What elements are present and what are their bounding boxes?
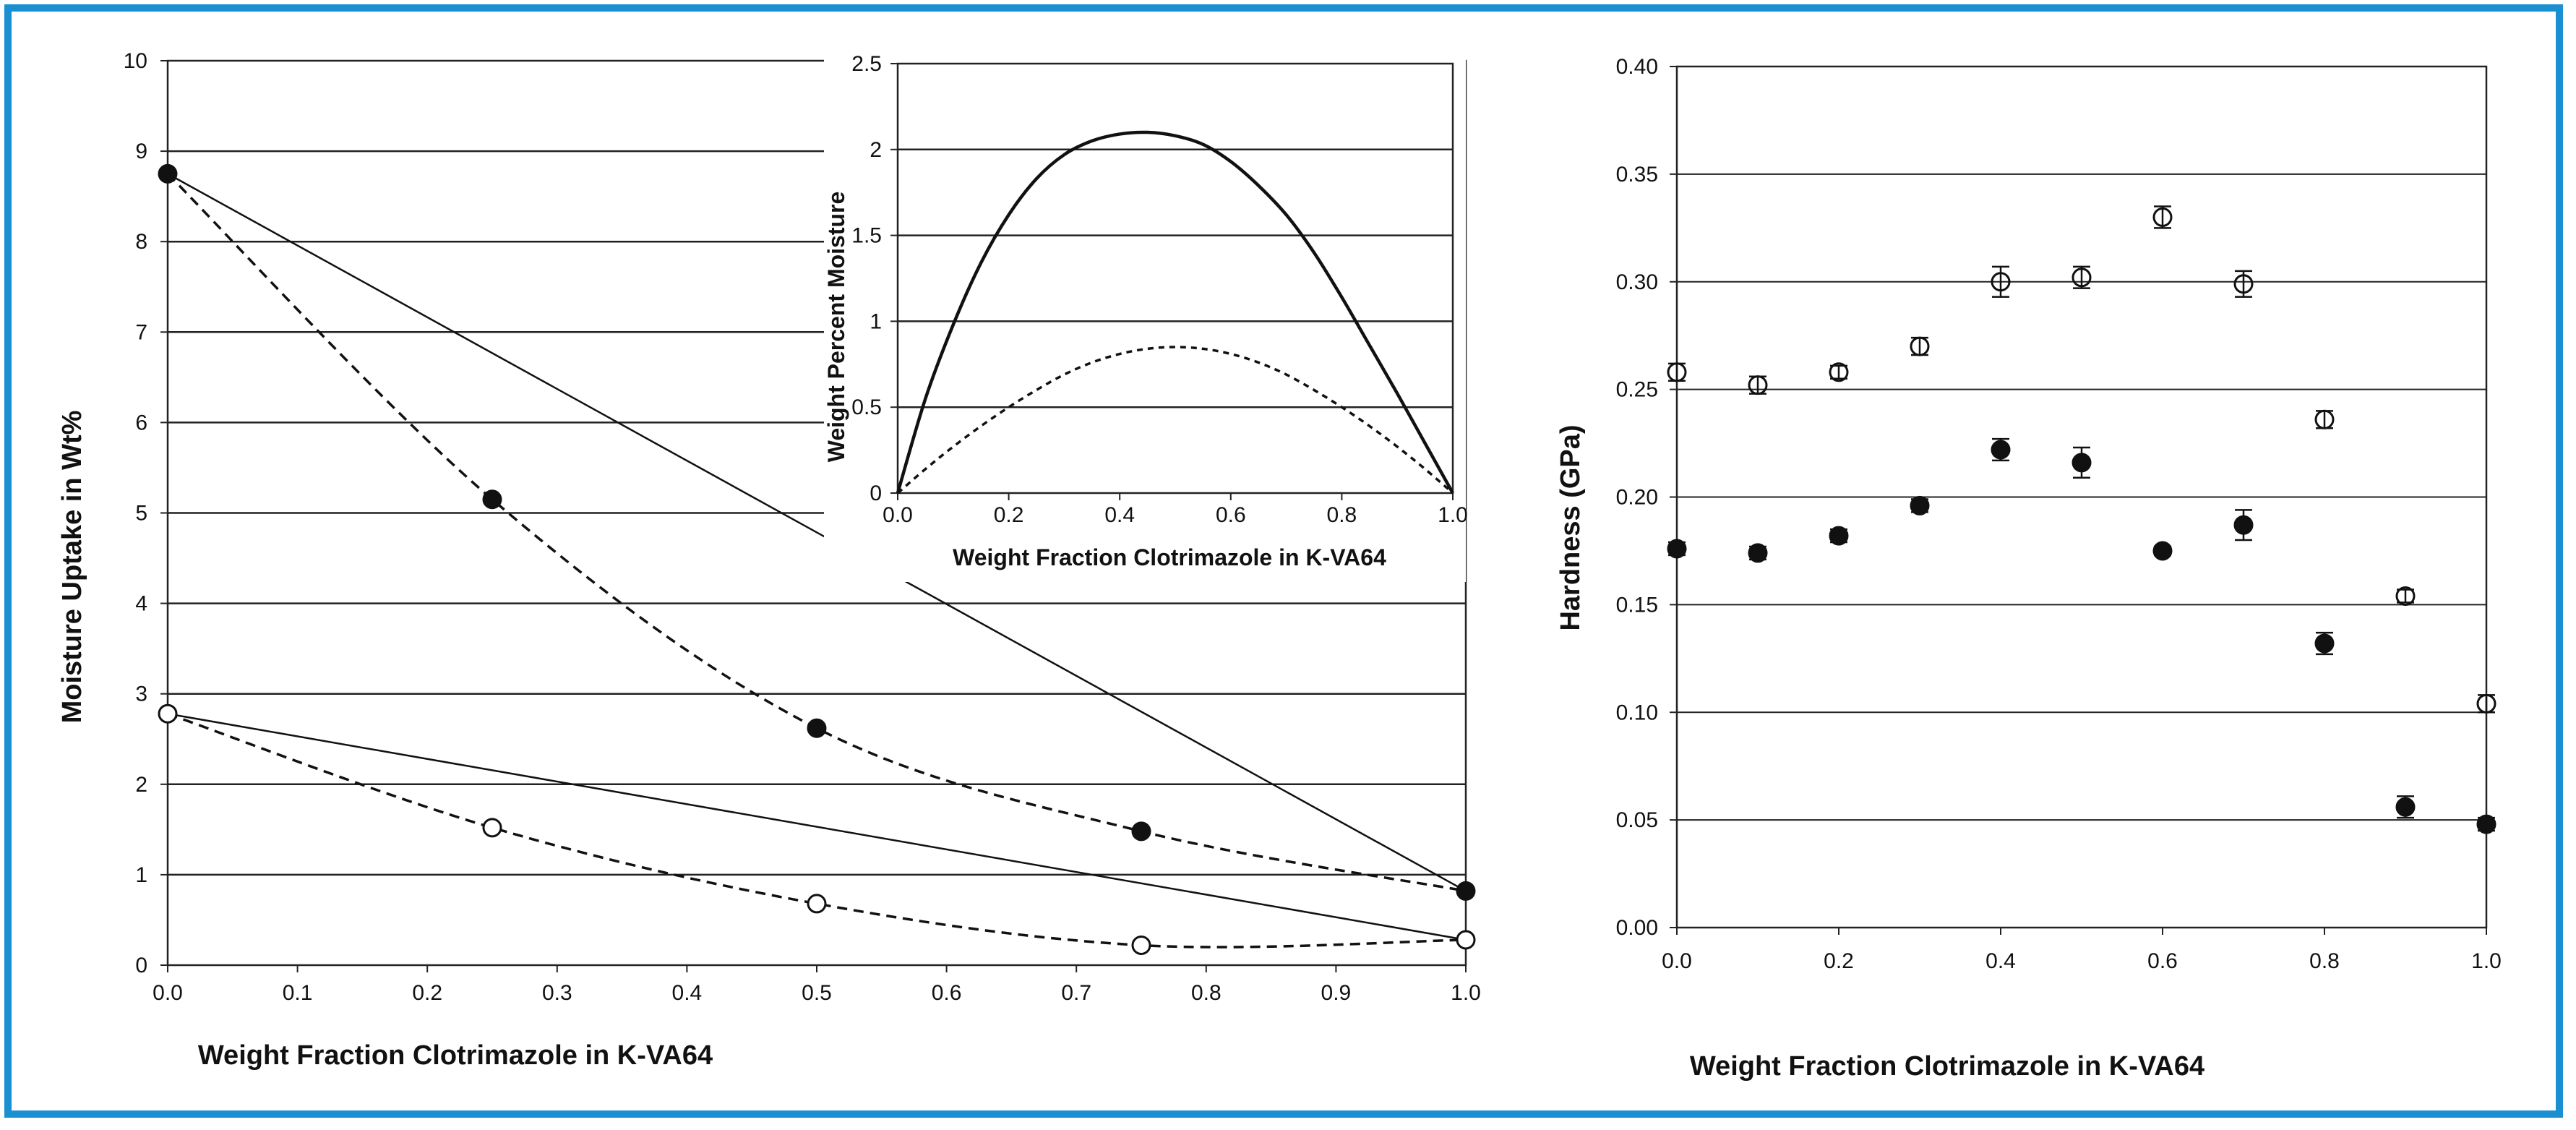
open-point bbox=[1131, 935, 1151, 955]
plot-frame bbox=[1675, 65, 2488, 929]
open-point bbox=[2152, 207, 2173, 227]
filled-point bbox=[1667, 539, 1687, 559]
filled-point bbox=[807, 718, 827, 738]
x-tick-label: 0.4 bbox=[1985, 949, 2016, 973]
x-tick-label: 0.4 bbox=[1104, 503, 1135, 527]
y-tick-label: 0.30 bbox=[1616, 270, 1658, 294]
x-tick-label: 0.2 bbox=[412, 981, 442, 1005]
open-point bbox=[2314, 409, 2335, 429]
y-tick-label: 2 bbox=[135, 773, 147, 797]
filled-point bbox=[2071, 453, 2092, 473]
x-tick-label: 0.2 bbox=[1824, 949, 1854, 973]
x-tick-label: 1.0 bbox=[2471, 949, 2502, 973]
open-point bbox=[482, 818, 502, 838]
filled-point bbox=[2314, 633, 2335, 654]
y-tick-label: 0.25 bbox=[1616, 378, 1658, 402]
filled-point bbox=[2476, 814, 2496, 834]
open-fit-curve bbox=[167, 712, 1467, 949]
filled-point bbox=[482, 489, 502, 510]
filled-point bbox=[1991, 440, 2011, 460]
open-point bbox=[1748, 375, 1768, 395]
x-tick-label: 0.5 bbox=[802, 981, 832, 1005]
y-tick-label: 0.40 bbox=[1616, 55, 1658, 79]
dotted-curve bbox=[896, 346, 1454, 495]
hardness-x-axis-title: Weight Fraction Clotrimazole in K-VA64 bbox=[1690, 1051, 2204, 1082]
x-tick-label: 0.7 bbox=[1061, 981, 1091, 1005]
y-tick-label: 0.35 bbox=[1616, 163, 1658, 187]
ideal-filled-line bbox=[167, 173, 1467, 892]
y-tick-label: 4 bbox=[135, 592, 147, 616]
open-point bbox=[1829, 362, 1849, 382]
y-tick-label: 0.5 bbox=[851, 395, 882, 419]
filled-point bbox=[1131, 821, 1151, 842]
x-tick-label: 0.8 bbox=[1191, 981, 1222, 1005]
x-tick-label: 1.0 bbox=[1438, 503, 1468, 527]
plot-frame bbox=[896, 62, 1454, 495]
filled-point bbox=[1829, 526, 1849, 546]
moisture-inset-chart: 0 0.5 1 1.5 2 2.5 0.0 0.2 0.4 0.6 0.8 1.0 bbox=[824, 51, 1468, 582]
x-tick-label: 0.6 bbox=[2147, 949, 2178, 973]
x-tick-label: 0.0 bbox=[1662, 949, 1692, 973]
y-tick-label: 3 bbox=[135, 682, 147, 706]
filled-point bbox=[158, 163, 178, 184]
filled-fit-curve bbox=[166, 173, 1467, 893]
y-tick-label: 7 bbox=[135, 320, 147, 344]
y-tick-label: 2 bbox=[870, 138, 882, 162]
y-tick-label: 2.5 bbox=[851, 52, 882, 76]
x-tick-label: 0.6 bbox=[932, 981, 962, 1005]
hardness-y-axis-title: Hardness (GPa) bbox=[1555, 424, 1586, 630]
y-tick-label: 0 bbox=[135, 954, 147, 977]
x-tick-label: 0.4 bbox=[672, 981, 703, 1005]
x-tick-label: 0.1 bbox=[283, 981, 313, 1005]
x-tick-label: 0.2 bbox=[994, 503, 1024, 527]
open-point bbox=[2476, 693, 2496, 714]
filled-point bbox=[2395, 797, 2416, 817]
filled-point bbox=[2152, 541, 2173, 561]
solid-curve bbox=[896, 130, 1454, 495]
open-point bbox=[1456, 930, 1476, 950]
open-point bbox=[2233, 274, 2254, 294]
y-tick-label: 5 bbox=[135, 502, 147, 526]
x-tick-label: 0.0 bbox=[883, 503, 913, 527]
x-tick-label: 1.0 bbox=[1451, 981, 1481, 1005]
x-tick-label: 0.6 bbox=[1216, 503, 1246, 527]
filled-point bbox=[1910, 495, 1930, 515]
x-tick-label: 0.9 bbox=[1321, 981, 1352, 1005]
filled-point bbox=[1748, 543, 1768, 563]
y-tick-label: 0 bbox=[870, 481, 882, 505]
open-point bbox=[158, 703, 178, 724]
x-tick-label: 0.8 bbox=[1327, 503, 1357, 527]
y-tick-label: 8 bbox=[135, 230, 147, 254]
y-tick-label: 6 bbox=[135, 411, 147, 435]
inset-y-axis-title: Weight Percent Moisture bbox=[823, 192, 849, 463]
filled-point bbox=[2233, 515, 2254, 535]
y-tick-label: 1 bbox=[870, 309, 882, 333]
y-tick-label: 9 bbox=[135, 140, 147, 163]
main-x-axis-title: Weight Fraction Clotrimazole in K-VA64 bbox=[198, 1040, 713, 1071]
open-point bbox=[807, 894, 827, 914]
ideal-open-line bbox=[167, 712, 1467, 941]
main-y-axis-title: Moisture Uptake in Wt% bbox=[57, 411, 87, 724]
y-tick-label: 0.20 bbox=[1616, 486, 1658, 510]
plot-area bbox=[898, 64, 1453, 493]
x-tick-label: 0.0 bbox=[153, 981, 183, 1005]
inset-x-axis-title: Weight Fraction Clotrimazole in K-VA64 bbox=[953, 544, 1386, 570]
filled-point bbox=[1456, 881, 1476, 901]
y-tick-label: 1 bbox=[135, 863, 147, 887]
y-tick-label: 0.10 bbox=[1616, 701, 1658, 724]
y-tick-label: 1.5 bbox=[851, 224, 882, 248]
y-tick-label: 0.05 bbox=[1616, 808, 1658, 832]
x-tick-label: 0.3 bbox=[542, 981, 572, 1005]
y-tick-label: 0.00 bbox=[1616, 916, 1658, 940]
hardness-chart: 0.00 0.05 0.10 0.15 0.20 0.25 0.30 0.35 0.40 0.0 0… bbox=[1616, 55, 2502, 973]
y-tick-label: 10 bbox=[124, 49, 147, 73]
open-point bbox=[1667, 362, 1687, 382]
open-point bbox=[2395, 586, 2416, 606]
open-point bbox=[1991, 272, 2011, 292]
open-point bbox=[1910, 336, 1930, 356]
x-tick-label: 0.8 bbox=[2309, 949, 2340, 973]
y-tick-label: 0.15 bbox=[1616, 593, 1658, 617]
open-point bbox=[2071, 267, 2092, 288]
